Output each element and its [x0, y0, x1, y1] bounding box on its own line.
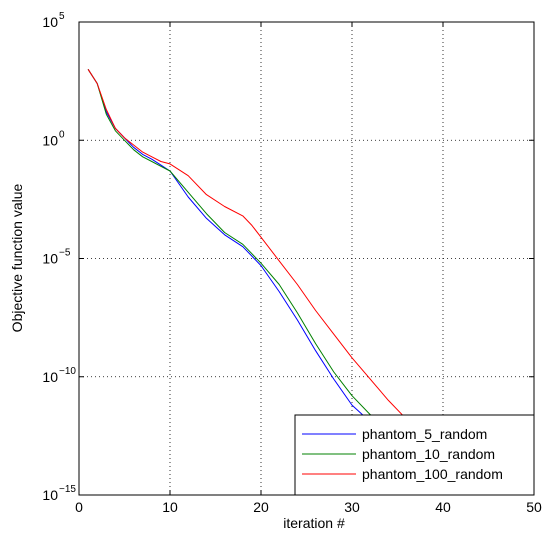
series-layer — [87, 69, 444, 445]
series-line-phantom_100_random — [87, 69, 444, 444]
y-tick-exponent: 5 — [59, 11, 65, 22]
legend-label: phantom_10_random — [362, 446, 495, 462]
y-tick-base: 10 — [42, 251, 58, 267]
x-axis-label: iteration # — [283, 515, 345, 531]
y-tick-exponent: −5 — [59, 248, 71, 259]
x-tick-label: 50 — [526, 499, 542, 515]
y-tick-base: 10 — [42, 132, 58, 148]
x-tick-label: 40 — [435, 499, 451, 515]
x-tick-label: 0 — [75, 499, 83, 515]
y-tick-exponent: −10 — [59, 366, 76, 377]
y-tick-base: 10 — [42, 487, 58, 503]
y-axis-label: Objective function value — [9, 183, 25, 332]
grid — [79, 22, 534, 495]
x-tick-label: 20 — [253, 499, 269, 515]
y-tick-label: 10 −15 — [42, 484, 76, 503]
y-tick-base: 10 — [42, 14, 58, 30]
series-line-phantom_5_random — [87, 69, 407, 445]
series-line-phantom_10_random — [87, 69, 407, 440]
y-tick-exponent: −15 — [59, 484, 76, 495]
legend-label: phantom_5_random — [362, 426, 487, 442]
legend-label: phantom_100_random — [362, 466, 503, 482]
x-tick-label: 10 — [162, 499, 178, 515]
legend-box — [294, 414, 535, 496]
y-tick-exponent: 0 — [59, 129, 65, 140]
y-tick-label: 10 0 — [42, 129, 65, 148]
y-tick-label: 10 −10 — [42, 366, 76, 385]
y-tick-label: 10 5 — [42, 11, 65, 30]
y-tick-label: 10 −5 — [42, 248, 70, 267]
y-tick-base: 10 — [42, 369, 58, 385]
legend: phantom_5_random phantom_10_randomphantom… — [294, 414, 535, 496]
x-tick-label: 30 — [344, 499, 360, 515]
